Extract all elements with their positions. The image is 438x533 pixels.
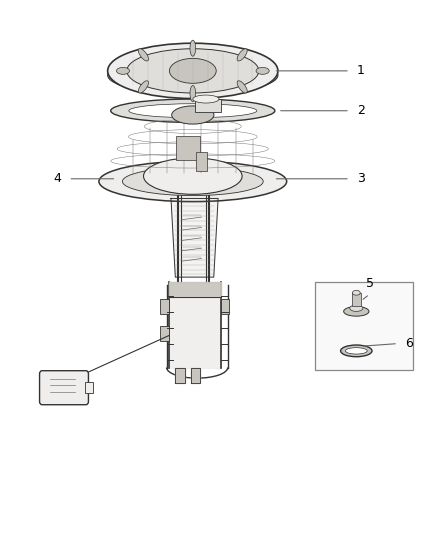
- Bar: [160, 326, 169, 341]
- Ellipse shape: [108, 43, 278, 99]
- Ellipse shape: [193, 95, 219, 103]
- Ellipse shape: [237, 81, 247, 93]
- Bar: [352, 293, 360, 306]
- Polygon shape: [171, 198, 218, 277]
- Ellipse shape: [190, 86, 196, 101]
- Ellipse shape: [129, 104, 257, 118]
- Ellipse shape: [172, 106, 214, 124]
- Ellipse shape: [111, 99, 275, 123]
- Ellipse shape: [138, 49, 148, 61]
- Ellipse shape: [127, 49, 259, 93]
- Text: 5: 5: [366, 277, 374, 290]
- Ellipse shape: [237, 49, 247, 61]
- Ellipse shape: [346, 348, 367, 354]
- Polygon shape: [191, 368, 200, 383]
- Ellipse shape: [341, 345, 372, 357]
- Ellipse shape: [122, 167, 263, 196]
- Ellipse shape: [170, 59, 216, 83]
- Ellipse shape: [350, 305, 363, 311]
- Text: 4: 4: [53, 172, 61, 185]
- FancyBboxPatch shape: [39, 370, 88, 405]
- Ellipse shape: [190, 40, 196, 56]
- Text: 1: 1: [357, 64, 365, 77]
- Ellipse shape: [108, 56, 278, 94]
- Text: 2: 2: [357, 104, 365, 117]
- Bar: [315, 282, 413, 370]
- Text: 6: 6: [405, 337, 413, 350]
- Ellipse shape: [353, 290, 360, 295]
- Bar: [160, 300, 169, 314]
- Ellipse shape: [117, 67, 130, 74]
- Ellipse shape: [138, 81, 148, 93]
- Text: 3: 3: [357, 172, 365, 185]
- Bar: [196, 152, 207, 171]
- Ellipse shape: [144, 158, 242, 195]
- Bar: [85, 382, 93, 393]
- Polygon shape: [175, 368, 185, 383]
- Polygon shape: [169, 282, 221, 368]
- Bar: [177, 136, 201, 160]
- Ellipse shape: [344, 306, 369, 316]
- Bar: [195, 99, 221, 112]
- Ellipse shape: [99, 161, 287, 201]
- Bar: [221, 300, 229, 314]
- Ellipse shape: [256, 67, 269, 74]
- Polygon shape: [169, 282, 221, 297]
